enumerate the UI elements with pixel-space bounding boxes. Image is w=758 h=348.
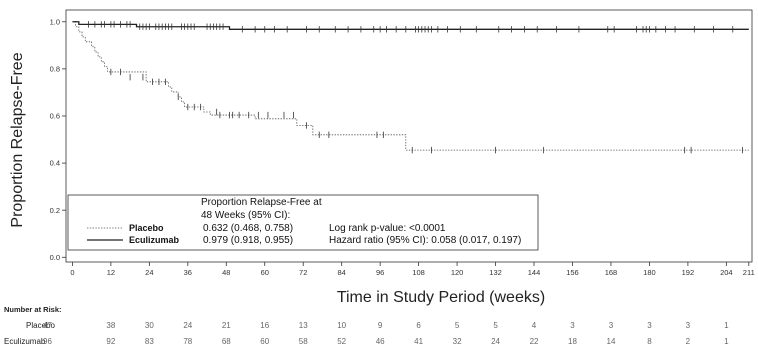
risk-count: 24 [183,321,192,330]
y-tick-label: 0.2 [50,206,60,215]
legend-estimate: 0.979 (0.918, 0.955) [203,235,293,246]
legend: Proportion Relapse-Free at 48 Weeks (95% … [67,194,539,251]
legend-heading: Proportion Relapse-Free at [201,197,322,208]
x-tick-label: 60 [261,268,269,277]
x-tick-label: 156 [566,268,579,277]
x-tick-label: 211 [743,268,755,277]
risk-count: 14 [607,337,616,346]
y-axis-title: Proportion Relapse-Free [9,52,26,227]
x-tick-label: 180 [643,268,656,277]
legend-box [67,194,539,251]
legend-statistic: Hazard ratio (95% CI): 0.058 (0.017, 0.1… [329,235,521,246]
risk-count: 3 [686,321,691,330]
legend-estimate: 0.632 (0.468, 0.758) [203,223,293,234]
risk-count: 1 [724,321,729,330]
risk-row-label: Eculizumab [4,337,46,346]
risk-count: 21 [222,321,231,330]
x-tick-label: 72 [299,268,307,277]
risk-count: 6 [416,321,421,330]
risk-count: 32 [453,337,462,346]
risk-table-title: Number at Risk: [4,305,62,314]
risk-count: 2 [686,337,691,346]
risk-count: 18 [568,337,577,346]
y-tick-label: 0.4 [50,159,60,168]
risk-row-label: Placebo [26,321,55,330]
risk-count: 5 [493,321,498,330]
plot-frame [65,9,753,263]
risk-count: 3 [570,321,575,330]
risk-count: 96 [43,337,52,346]
risk-count: 24 [491,337,500,346]
x-tick-label: 144 [528,268,541,277]
x-tick-label: 204 [720,268,733,277]
risk-count: 30 [145,321,154,330]
risk-count: 60 [260,337,269,346]
x-tick-label: 24 [145,268,153,277]
risk-count: 41 [414,337,423,346]
x-tick-label: 48 [222,268,230,277]
x-tick-label: 36 [184,268,192,277]
x-tick-label: 120 [451,268,464,277]
x-tick-label: 0 [70,268,74,277]
x-tick-label: 84 [338,268,346,277]
y-tick-label: 1.0 [50,17,60,26]
survival-curves [72,21,749,154]
x-tick-label: 168 [605,268,618,277]
risk-count: 38 [106,321,115,330]
risk-count: 83 [145,337,154,346]
risk-count: 4 [532,321,537,330]
risk-count: 5 [455,321,460,330]
risk-count: 46 [376,337,385,346]
risk-count: 9 [378,321,383,330]
risk-count: 92 [106,337,115,346]
risk-count: 8 [647,337,652,346]
x-tick-label: 12 [107,268,115,277]
legend-subheading: 48 Weeks (95% CI): [201,210,290,221]
y-tick-label: 0.0 [50,253,60,262]
risk-count: 3 [609,321,614,330]
risk-count: 3 [647,321,652,330]
risk-count: 47 [43,321,52,330]
risk-count: 16 [260,321,269,330]
legend-series-name: Placebo [129,223,164,233]
legend-series-name: Eculizumab [129,235,180,245]
risk-count: 13 [299,321,308,330]
risk-count: 68 [222,337,231,346]
risk-count: 1 [724,337,729,346]
x-tick-label: 132 [489,268,502,277]
x-axis-title: Time in Study Period (weeks) [337,289,545,306]
x-tick-label: 108 [412,268,425,277]
risk-count: 52 [337,337,346,346]
series-line-placebo [72,21,749,151]
risk-count: 58 [299,337,308,346]
risk-count: 10 [337,321,346,330]
legend-statistic: Log rank p-value: <0.0001 [329,223,446,234]
series-line-eculizumab [72,21,749,30]
axes: 0.0 0.2 0.4 0.6 0.8 1.0 0 12 24 36 48 60 72 84 96 108 12… [50,9,755,277]
y-tick-label: 0.6 [50,112,60,121]
y-tick-label: 0.8 [50,64,60,73]
risk-count: 22 [530,337,539,346]
x-tick-label: 96 [376,268,384,277]
risk-count: 78 [183,337,192,346]
x-tick-label: 192 [682,268,695,277]
